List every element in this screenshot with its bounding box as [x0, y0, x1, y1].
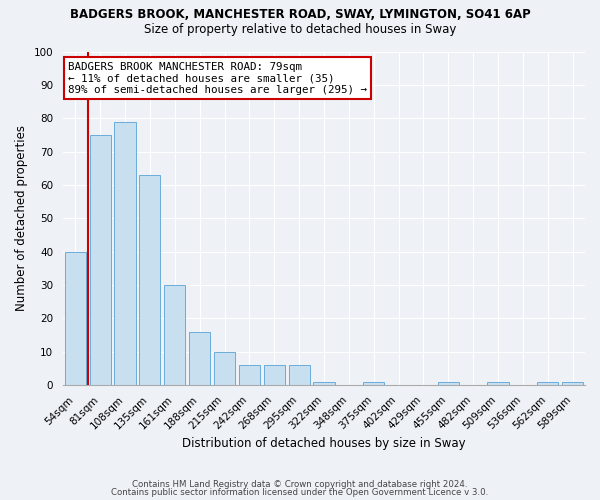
Bar: [214, 352, 235, 385]
Bar: [263, 365, 285, 385]
X-axis label: Distribution of detached houses by size in Sway: Distribution of detached houses by size …: [182, 437, 466, 450]
Bar: [65, 252, 86, 385]
Bar: [115, 122, 136, 385]
Bar: [139, 175, 160, 385]
Bar: [487, 382, 509, 385]
Text: BADGERS BROOK MANCHESTER ROAD: 79sqm
← 11% of detached houses are smaller (35)
8: BADGERS BROOK MANCHESTER ROAD: 79sqm ← 1…: [68, 62, 367, 94]
Text: Size of property relative to detached houses in Sway: Size of property relative to detached ho…: [144, 22, 456, 36]
Bar: [189, 332, 210, 385]
Bar: [289, 365, 310, 385]
Bar: [89, 135, 111, 385]
Text: Contains HM Land Registry data © Crown copyright and database right 2024.: Contains HM Land Registry data © Crown c…: [132, 480, 468, 489]
Text: BADGERS BROOK, MANCHESTER ROAD, SWAY, LYMINGTON, SO41 6AP: BADGERS BROOK, MANCHESTER ROAD, SWAY, LY…: [70, 8, 530, 20]
Bar: [363, 382, 384, 385]
Text: Contains public sector information licensed under the Open Government Licence v : Contains public sector information licen…: [112, 488, 488, 497]
Bar: [164, 285, 185, 385]
Bar: [537, 382, 558, 385]
Bar: [437, 382, 459, 385]
Bar: [239, 365, 260, 385]
Bar: [313, 382, 335, 385]
Y-axis label: Number of detached properties: Number of detached properties: [15, 125, 28, 311]
Bar: [562, 382, 583, 385]
